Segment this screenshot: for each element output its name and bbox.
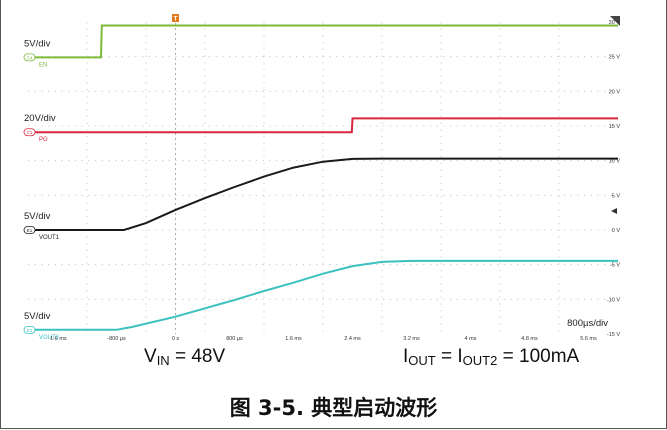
x-tick-label: 4 ms bbox=[465, 336, 477, 342]
y-tick-label: 20 V bbox=[609, 89, 621, 95]
scale-label-vout2: 5V/div bbox=[24, 311, 51, 322]
vin-symbol: V bbox=[144, 346, 157, 367]
trigger-marker-label: T bbox=[174, 16, 178, 23]
x-tick-label: 2.4 ms bbox=[344, 336, 361, 342]
channel-badge-shape bbox=[23, 226, 36, 234]
trace-vout2 bbox=[28, 259, 618, 331]
x-tick-label: 1.6 ms bbox=[285, 336, 302, 342]
x-tick-label: 0 s bbox=[172, 336, 180, 342]
channel-badge-label: C4 bbox=[27, 55, 33, 60]
channel-badge-vout1: E1 bbox=[23, 226, 36, 234]
channel-name-pg: PG bbox=[39, 137, 48, 143]
y-tick-label: 25 V bbox=[609, 55, 621, 61]
x-tick-label: 5.6 ms bbox=[580, 336, 597, 342]
channel-badge-en: C4 bbox=[23, 53, 36, 62]
scale-label-en: 5V/div bbox=[24, 38, 51, 49]
x-tick-label: 4.8 ms bbox=[521, 336, 538, 342]
channel-badge-shape bbox=[23, 128, 36, 137]
channel-badge-label: E1 bbox=[27, 228, 33, 233]
channel-name-vout1: VOUT1 bbox=[39, 235, 60, 241]
trace-pg bbox=[28, 117, 618, 134]
reference-arrow-icon bbox=[611, 208, 617, 214]
x-tick-label: 800 µs bbox=[226, 336, 243, 342]
y-tick-label: -5 V bbox=[610, 263, 620, 269]
vin-value: = 48V bbox=[169, 346, 226, 367]
x-tick-label: -800 µs bbox=[107, 336, 126, 342]
trace-vout1 bbox=[28, 157, 618, 231]
y-tick-label: 5 V bbox=[612, 193, 621, 199]
trigger-marker-box bbox=[172, 14, 179, 22]
scale-label-vout1: 5V/div bbox=[24, 211, 51, 222]
channel-name-vout2: VOUT2 bbox=[39, 335, 60, 341]
timebase-label: 800µs/div bbox=[567, 318, 608, 329]
corner-marker-icon bbox=[610, 16, 620, 26]
figure-caption: 图 3-5. 典型启动波形 bbox=[229, 396, 438, 420]
y-tick-label: 0 V bbox=[612, 228, 621, 234]
vin-subscript: IN bbox=[156, 353, 170, 368]
channel-badge-pg: C1 bbox=[23, 128, 36, 137]
y-tick-label: -15 V bbox=[607, 332, 620, 338]
plot-area bbox=[28, 22, 618, 334]
channel-badge-label: C1 bbox=[27, 130, 33, 135]
y-tick-label: -10 V bbox=[607, 297, 620, 303]
y-tick-label: 10 V bbox=[609, 159, 621, 165]
scale-label-pg: 20V/div bbox=[24, 113, 56, 124]
channel-badge-label: E2 bbox=[27, 328, 33, 333]
oscilloscope-chart: T 30 V 25 V 20 V 15 V 10 V 5 V 0 V -5 V -10 V -15 … bbox=[23, 14, 621, 342]
channel-badge-shape bbox=[23, 53, 36, 62]
y-tick-label: 15 V bbox=[609, 124, 621, 130]
iout-symbol: I bbox=[403, 346, 409, 367]
channel-name-en: EN bbox=[39, 62, 47, 68]
iout-condition: IOUT = IOUT2 = 100mA bbox=[403, 346, 579, 368]
x-tick-label: 3.2 ms bbox=[403, 336, 420, 342]
channel-badge-vout2: E2 bbox=[23, 325, 36, 334]
y-tick-label: 30 V bbox=[609, 20, 621, 26]
channel-badge-shape bbox=[23, 325, 36, 334]
x-tick-label: -1.6 ms bbox=[48, 336, 67, 342]
iout2-subscript: OUT2 bbox=[462, 353, 498, 368]
trace-en bbox=[28, 24, 618, 59]
vin-condition: VIN = 48V bbox=[144, 346, 225, 368]
trigger-marker: T bbox=[172, 14, 179, 23]
iout2-symbol: = I bbox=[435, 346, 463, 367]
iout-value: = 100mA bbox=[497, 346, 580, 367]
iout-subscript: OUT bbox=[408, 353, 436, 368]
